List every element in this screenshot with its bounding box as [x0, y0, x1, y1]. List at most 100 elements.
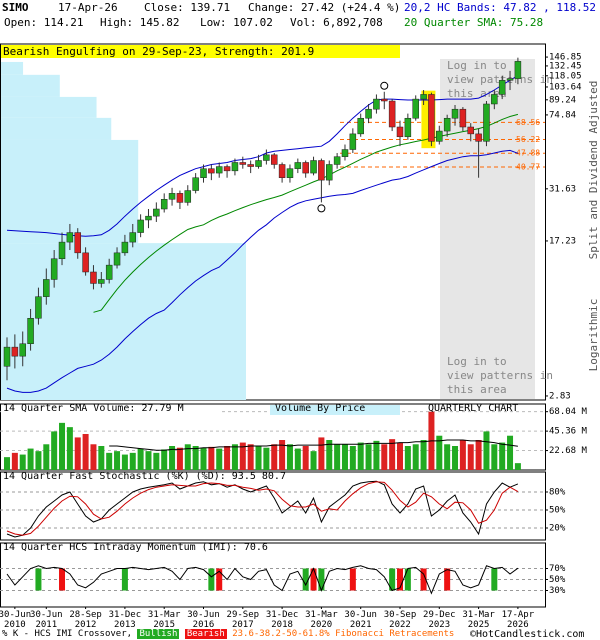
y-tick-label: 68.04 M — [549, 407, 588, 417]
candle-body — [184, 190, 192, 203]
candle-body — [35, 296, 42, 319]
candle-body — [451, 108, 459, 119]
label-bg — [1, 405, 221, 415]
volume-bar — [389, 439, 396, 470]
volume-bar — [200, 447, 207, 470]
volume-bar — [279, 440, 286, 470]
indicator-line — [6, 481, 519, 536]
volume-bar — [169, 446, 176, 470]
candle-body — [160, 199, 168, 210]
candle-body — [3, 346, 11, 367]
fib-label: 40.77 — [516, 163, 540, 172]
footer: % K - HCS IMI Crossover, Bullish Bearish… — [2, 629, 584, 640]
volume-bar — [121, 454, 128, 470]
bearish-crossover — [59, 568, 66, 591]
volume-bar — [499, 442, 506, 470]
change: Change: 27.42 (+24.4 %) — [248, 1, 400, 14]
volume-bar — [373, 440, 380, 470]
candle-body — [514, 61, 522, 79]
volume-bar — [51, 431, 58, 470]
volume-bar — [436, 435, 443, 470]
candle-body — [294, 162, 302, 169]
volume-bar — [341, 444, 348, 470]
volume-bar — [43, 444, 50, 470]
bands-label: 20,2 HC Bands: 47.82 , 118.52 — [404, 1, 596, 14]
volume-bar — [66, 427, 73, 470]
fib-label: 56.22 — [516, 135, 540, 144]
volume-bar — [239, 442, 246, 470]
candle-body — [43, 279, 50, 297]
low: Low: 107.02 — [200, 16, 273, 29]
open: Open: 114.21 — [4, 16, 83, 29]
panel — [0, 542, 546, 608]
bullish-crossover — [121, 568, 128, 591]
volume-bar — [483, 431, 490, 470]
y-tick-label: 146.85 — [549, 53, 582, 63]
pattern-notice: Log in to view patterns in this area — [447, 355, 553, 396]
volume-bar — [129, 452, 136, 470]
volume-bar — [19, 454, 26, 470]
volume-bar — [192, 446, 199, 470]
symbol: SIMO — [2, 1, 29, 14]
volume-bar — [294, 448, 301, 470]
volume-by-price — [1, 117, 112, 140]
y-tick-label: 17.23 — [549, 236, 576, 246]
candle-body — [129, 232, 137, 243]
candle-body — [239, 162, 247, 165]
bullish-key: Bullish — [137, 629, 180, 639]
candle-body — [436, 130, 443, 142]
high: High: 145.82 — [100, 16, 179, 29]
candle-body — [98, 279, 105, 284]
volume-bar — [216, 448, 223, 470]
x-tick-label: 31-Mar 2020 — [305, 610, 338, 630]
candle-body — [105, 264, 113, 280]
pattern-notice: Log in to view patterns in this area — [447, 59, 553, 100]
x-tick-label: 31-Dec 2018 — [265, 610, 299, 630]
volume-bar — [286, 444, 293, 470]
candle-body — [223, 166, 231, 172]
x-tick-label: 31-Mar 2025 — [462, 610, 495, 630]
x-tick-label: 29-Sep 2017 — [226, 610, 260, 630]
candle-body — [168, 193, 176, 200]
candle-body — [326, 164, 333, 181]
y-tick-label: 30% — [549, 586, 566, 596]
volume-bar — [491, 444, 498, 470]
candle-body — [58, 241, 66, 260]
candle-body — [506, 78, 514, 81]
y-tick-label: 50% — [549, 575, 566, 585]
volume-bar — [11, 452, 18, 470]
indicator-line — [6, 565, 519, 595]
x-tick-label: 30-Jun 2016 — [187, 610, 220, 630]
volume-bar — [452, 446, 459, 470]
candle-body — [74, 232, 81, 254]
fib-key: 23.6-38.2-50-61.8% Fibonacci Retracement… — [232, 629, 455, 639]
bearish-crossover — [216, 568, 223, 591]
panel-subtitle: Volume By Price — [275, 403, 365, 414]
candle-body — [341, 149, 349, 157]
candle-body — [208, 168, 215, 174]
candle-body — [255, 160, 262, 167]
bullish-crossover — [208, 568, 215, 591]
volume: Vol: 6,892,708 — [290, 16, 383, 29]
volume-bar — [184, 444, 191, 470]
x-tick-label: 30-Sep 2022 — [383, 610, 417, 630]
volume-bar — [302, 446, 309, 470]
y-tick-label: 22.68 M — [549, 446, 588, 456]
x-tick-label: 31-Mar 2015 — [147, 610, 181, 630]
candle-body — [365, 108, 372, 119]
candle-body — [357, 117, 364, 135]
y-tick-label: 118.05 — [549, 71, 582, 81]
volume-bar — [106, 452, 113, 470]
volume-bar — [145, 451, 152, 470]
candle-body — [113, 252, 121, 266]
bearish-crossover — [349, 568, 356, 591]
candle-body — [247, 164, 254, 167]
volume-bar — [310, 451, 317, 470]
candle-body — [270, 154, 278, 165]
x-tick-label: 31-Dec 2013 — [108, 610, 142, 630]
candle-body — [349, 133, 357, 150]
candle-body — [420, 94, 427, 100]
x-tick-label: 29-Dec 2023 — [423, 610, 456, 630]
candle-body — [82, 252, 89, 273]
